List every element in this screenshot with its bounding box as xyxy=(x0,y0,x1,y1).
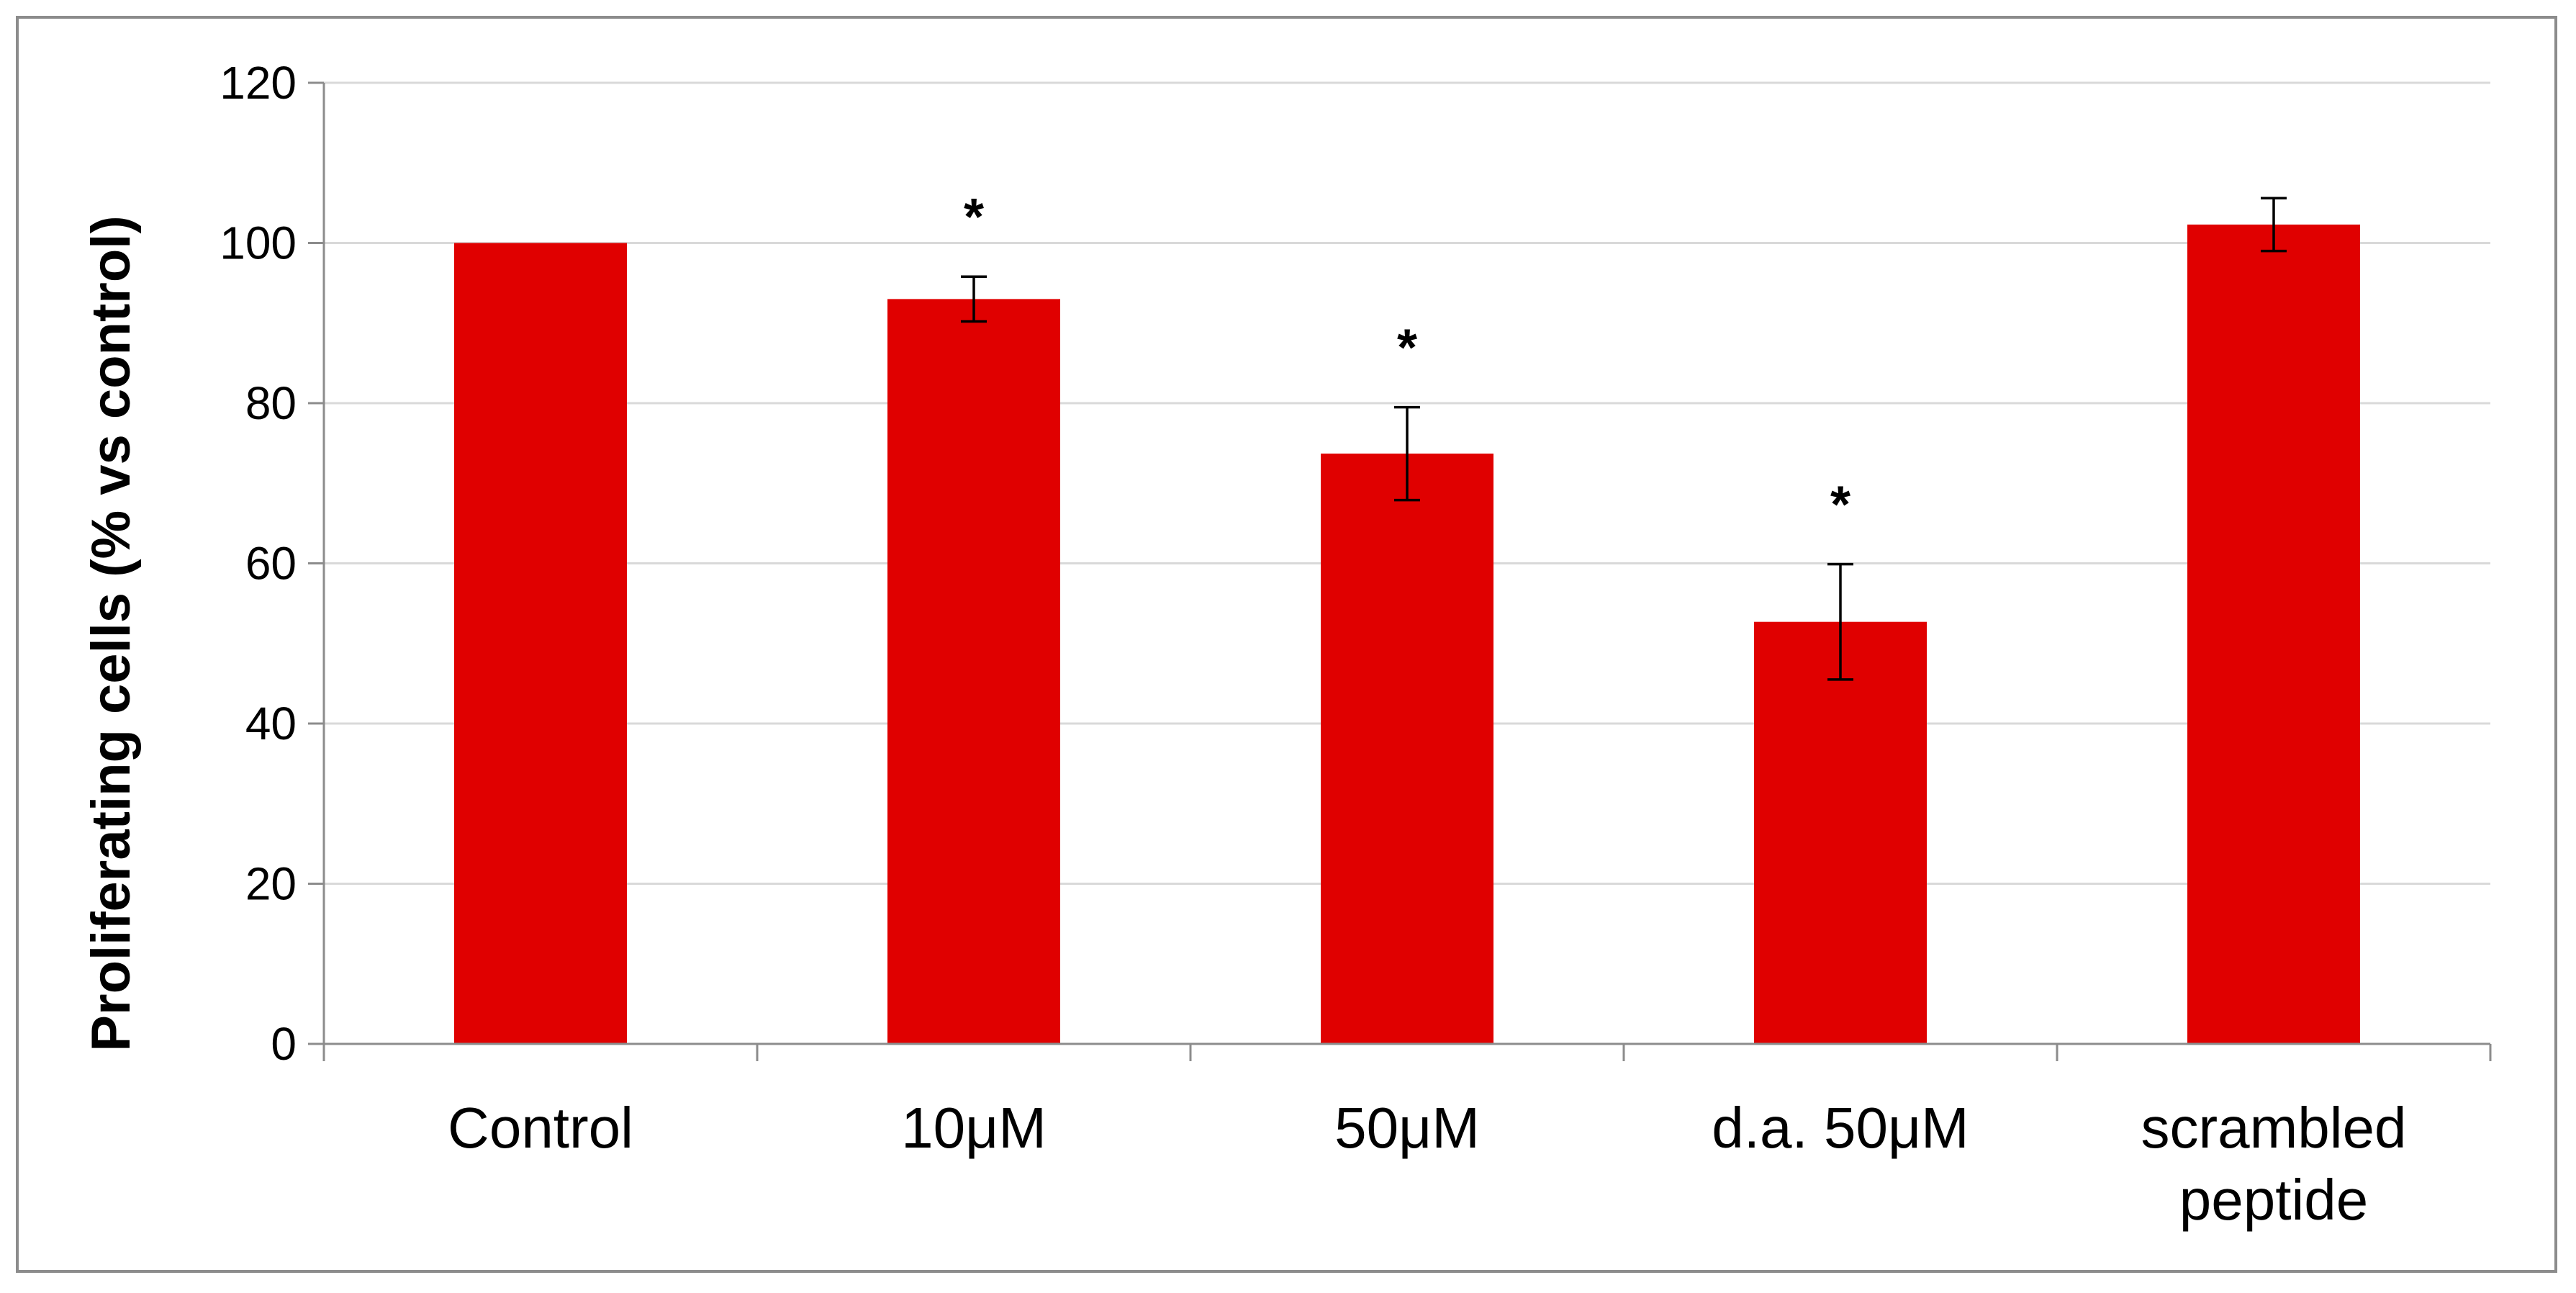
bar xyxy=(887,299,1060,1044)
bar xyxy=(1754,621,1927,1044)
labels: 0 20 40 60 80 100 120 Control * 10μM * 50μM * d.a. 50… xyxy=(220,57,2406,1232)
x-category-label: 10μM xyxy=(901,1096,1047,1160)
y-tick-label: 80 xyxy=(245,377,297,429)
x-category-label: peptide xyxy=(2179,1168,2368,1232)
bar xyxy=(1321,454,1493,1044)
y-tick-label: 100 xyxy=(220,217,297,269)
significance-marker: * xyxy=(1397,320,1417,377)
y-tick-label: 20 xyxy=(245,858,297,910)
y-tick-label: 120 xyxy=(220,57,297,109)
y-tick-label: 40 xyxy=(245,698,297,749)
y-axis-title: Proliferating cells (% vs control) xyxy=(81,215,142,1051)
x-category-label: 50μM xyxy=(1334,1096,1480,1160)
bar xyxy=(454,243,627,1044)
x-category-label: d.a. 50μM xyxy=(1712,1096,1969,1160)
axes xyxy=(308,81,2492,1061)
x-category-label: scrambled xyxy=(2141,1096,2406,1160)
gridlines xyxy=(324,81,2490,885)
bar xyxy=(2187,224,2360,1045)
y-tick-label: 60 xyxy=(245,538,297,590)
x-category-label: Control xyxy=(448,1096,633,1160)
significance-marker: * xyxy=(964,189,984,246)
bars xyxy=(454,197,2360,1045)
chart-frame xyxy=(16,16,2557,1273)
significance-marker: * xyxy=(1830,477,1850,534)
y-tick-label: 0 xyxy=(271,1018,297,1070)
